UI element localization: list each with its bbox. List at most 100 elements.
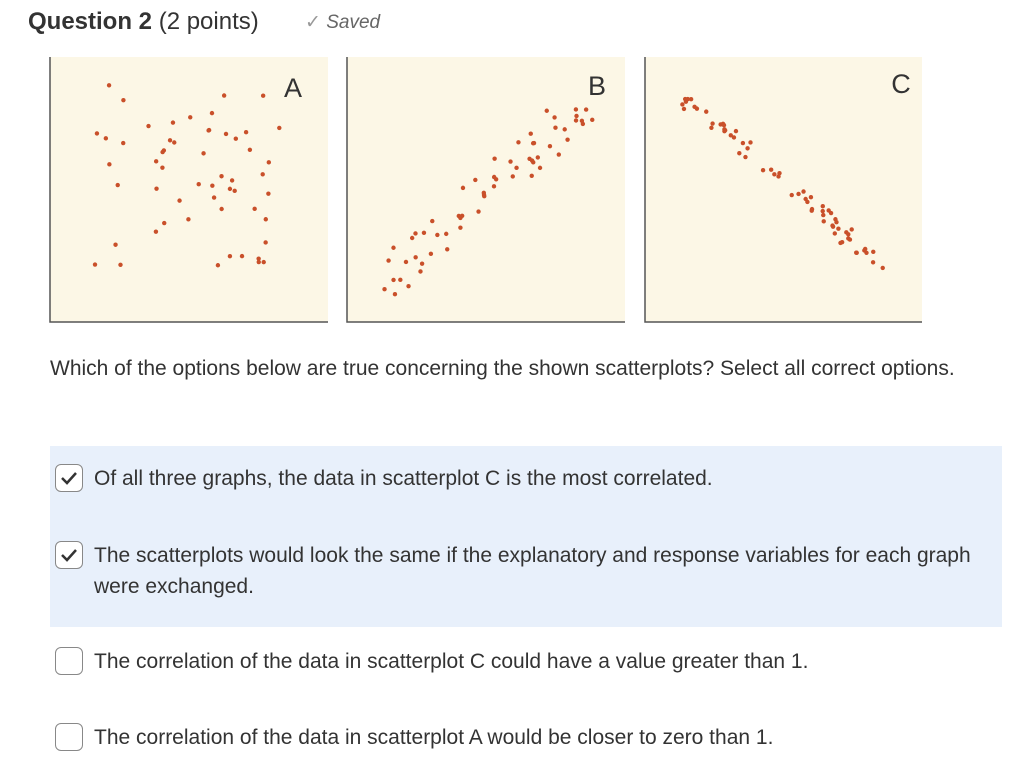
dot xyxy=(476,209,481,214)
dot xyxy=(796,191,801,197)
checkbox[interactable] xyxy=(55,541,83,569)
dot xyxy=(223,131,229,137)
dot xyxy=(107,162,112,167)
question-text: Which of the options below are true conc… xyxy=(50,357,955,380)
dot xyxy=(529,173,534,178)
dot xyxy=(196,182,201,187)
dot xyxy=(508,159,513,164)
dot xyxy=(153,159,159,164)
dot xyxy=(682,96,688,102)
dot xyxy=(574,113,579,119)
dot xyxy=(227,253,233,259)
dot xyxy=(392,292,398,297)
dot xyxy=(808,194,814,200)
dot xyxy=(491,174,497,180)
dot xyxy=(688,96,694,102)
dot xyxy=(880,265,885,271)
dot xyxy=(832,231,837,236)
dot xyxy=(849,227,854,232)
question-title: Question 2 xyxy=(28,8,153,35)
dot xyxy=(154,186,159,191)
dot xyxy=(382,286,387,292)
dot xyxy=(206,127,212,133)
dot xyxy=(263,240,268,245)
dot xyxy=(211,195,217,200)
dot xyxy=(160,165,165,170)
dot xyxy=(772,172,777,177)
dot xyxy=(838,240,843,246)
dot xyxy=(445,247,450,252)
dot xyxy=(263,217,268,222)
dot xyxy=(491,184,497,189)
dot xyxy=(103,136,109,141)
option-text[interactable]: The correlation of the data in scatterpl… xyxy=(94,650,809,673)
dot xyxy=(172,140,177,145)
dot xyxy=(728,133,733,138)
dot xyxy=(160,149,165,155)
dot xyxy=(146,123,151,129)
dot xyxy=(721,122,727,128)
dot xyxy=(247,147,253,152)
dot xyxy=(413,255,418,260)
selected-highlight xyxy=(50,446,1002,627)
plot-bg xyxy=(645,57,922,322)
dot xyxy=(209,110,215,116)
dot xyxy=(186,217,191,222)
dot xyxy=(743,154,748,160)
plot-bg xyxy=(347,57,625,322)
dot xyxy=(188,115,193,120)
saved-status: ✓ Saved xyxy=(305,12,381,33)
option-text[interactable]: The scatterplots would look the same if … xyxy=(94,544,971,598)
dot xyxy=(260,172,265,177)
dot xyxy=(846,236,851,241)
dot xyxy=(430,218,435,224)
dot xyxy=(590,117,595,123)
dot xyxy=(215,263,221,268)
dot xyxy=(514,165,519,171)
dot xyxy=(556,152,562,157)
dot xyxy=(219,174,224,179)
plot-label: B xyxy=(588,71,606,101)
checkbox[interactable] xyxy=(55,723,83,751)
dot xyxy=(833,217,838,222)
dot xyxy=(121,140,126,146)
checkbox[interactable] xyxy=(55,464,83,492)
dot xyxy=(162,220,167,226)
dot xyxy=(531,140,537,146)
dot xyxy=(256,259,261,265)
dot xyxy=(413,231,418,236)
dot xyxy=(256,256,261,261)
checkbox[interactable] xyxy=(55,647,83,675)
dot xyxy=(565,137,570,142)
dot xyxy=(871,249,876,255)
dot xyxy=(573,118,579,123)
dot xyxy=(844,230,849,235)
dot xyxy=(704,109,709,114)
dot xyxy=(562,127,567,132)
dot xyxy=(386,258,391,263)
dot xyxy=(820,204,825,209)
dot xyxy=(553,125,558,130)
dot xyxy=(737,151,742,156)
dot xyxy=(239,253,245,259)
option-text[interactable]: Of all three graphs, the data in scatter… xyxy=(94,467,713,490)
dot xyxy=(552,115,557,120)
dot xyxy=(227,186,233,192)
dot xyxy=(409,235,415,241)
dot xyxy=(391,277,396,283)
dot xyxy=(870,260,876,265)
dot xyxy=(820,208,825,214)
plot-label: A xyxy=(284,73,302,103)
dot xyxy=(266,160,272,165)
dot xyxy=(232,188,237,194)
dot xyxy=(482,194,487,199)
dot xyxy=(789,192,794,198)
dot xyxy=(854,250,859,255)
option-text[interactable]: The correlation of the data in scatterpl… xyxy=(94,726,774,749)
dot xyxy=(547,143,553,149)
dot xyxy=(579,118,585,124)
dot xyxy=(121,97,126,103)
dot xyxy=(680,102,685,107)
dot xyxy=(92,262,98,267)
